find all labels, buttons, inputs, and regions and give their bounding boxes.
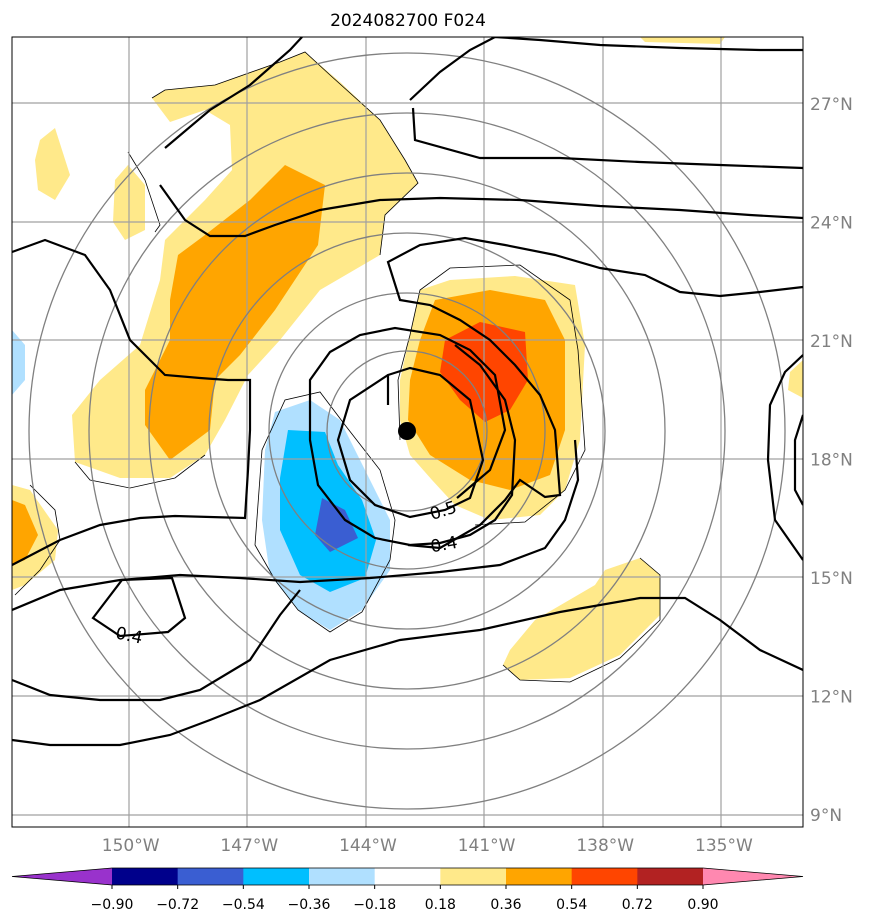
colorbar-segment (112, 868, 179, 885)
lon-tick-labels: 150°W 147°W 144°W 141°W 138°W 135°W (102, 836, 753, 856)
colorbar-extend-low (12, 868, 112, 885)
lon-tick-label: 135°W (695, 836, 753, 856)
shade-orange-west (12, 500, 38, 565)
storm-center-marker (398, 422, 416, 440)
shade-yellow-southeast (503, 558, 660, 680)
lat-tick-labels: 9°N 12°N 15°N 18°N 21°N 24°N 27°N (810, 95, 853, 826)
colorbar-segment (177, 868, 244, 885)
contour-outer-s3 (12, 596, 803, 747)
colorbar-tick-label: −0.18 (353, 897, 396, 913)
lon-tick-label: 147°W (220, 836, 278, 856)
lon-tick-label: 138°W (576, 836, 634, 856)
map-frame (11, 36, 804, 828)
colorbar-segment (637, 868, 704, 885)
lat-tick-label: 27°N (810, 95, 853, 115)
colorbar-segment (571, 868, 638, 885)
contour-04 (386, 236, 803, 550)
lat-tick-label: 15°N (810, 569, 853, 589)
colorbar-tick-label: −0.72 (156, 897, 199, 913)
colorbar-tick-label: 0.72 (622, 897, 653, 913)
chart-title: 2024082700 F024 (330, 11, 486, 31)
lat-tick-label: 24°N (810, 214, 853, 234)
lat-tick-label: 12°N (810, 688, 853, 708)
contour-label-2: 0.4 (114, 624, 145, 649)
contour-05 (308, 326, 517, 547)
lon-tick-label: 144°W (339, 836, 397, 856)
colorbar-segment (374, 868, 441, 885)
contour-north-c (409, 37, 803, 101)
lat-tick-label: 21°N (810, 332, 853, 352)
contour-outer-s2 (12, 589, 301, 702)
colorbar-segment (243, 868, 310, 885)
map-area: 0.5 0.4 0.4 (12, 37, 803, 827)
colorbar-segment (506, 868, 573, 885)
lon-tick-label: 141°W (458, 836, 516, 856)
shade-yellow-small-north (35, 128, 70, 200)
colorbar-tick-label: −0.90 (91, 897, 134, 913)
gridlines (12, 37, 803, 827)
colorbar-extend-high (703, 868, 803, 885)
shade-yellow-topright (640, 37, 725, 44)
contour-lines (12, 37, 803, 747)
contour-outer-s1 (12, 439, 580, 612)
colorbar-tick-label: 0.54 (556, 897, 587, 913)
colorbar: −0.90 −0.72 −0.54 −0.36 −0.18 0.18 0.36 0.54 0.7… (11, 867, 804, 913)
lat-tick-label: 9°N (810, 806, 842, 826)
colorbar-tick-label: 0.90 (687, 897, 718, 913)
range-rings (28, 52, 786, 810)
lat-tick-label: 18°N (810, 451, 853, 471)
colorbar-tick-label: 0.18 (425, 897, 456, 913)
contour-north-d (411, 107, 803, 170)
contour-north-b (159, 184, 803, 238)
lon-tick-label: 150°W (102, 836, 160, 856)
contour-label-1: 0.4 (429, 533, 459, 557)
shade-lightblue-west (12, 330, 25, 395)
shade-royalblue-sw (315, 498, 358, 552)
contour-inner (336, 366, 485, 519)
colorbar-tick-label: 0.36 (490, 897, 521, 913)
shade-yellow-east (788, 360, 803, 398)
colorbar-segment (309, 868, 376, 885)
colorbar-segment (440, 868, 507, 885)
colorbar-tick-label: −0.54 (222, 897, 265, 913)
shade-orange-north-band (145, 165, 325, 460)
shaded-fields (12, 37, 803, 680)
contour-04-loop (91, 576, 187, 638)
colorbar-tick-label: −0.36 (288, 897, 331, 913)
contour-north-a (164, 37, 303, 149)
contour-east (766, 354, 803, 561)
contour-04-south (12, 238, 252, 566)
contour-east-b (793, 414, 803, 506)
